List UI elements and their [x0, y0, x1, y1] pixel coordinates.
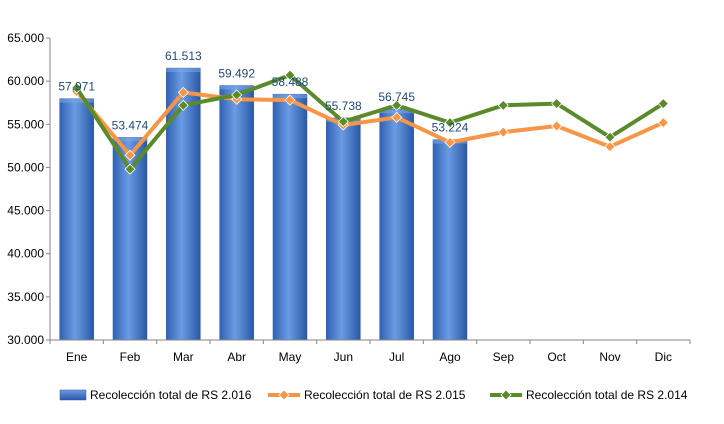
series-marker-oct [551, 98, 563, 110]
legend-marker [278, 389, 290, 401]
x-tick-label: Jun [334, 350, 353, 364]
bar-top-highlight [166, 68, 201, 73]
series-marker-sep [497, 126, 509, 138]
x-tick-label: May [279, 350, 302, 364]
series-marker-sep [497, 99, 509, 111]
x-tick-label: Abr [227, 350, 246, 364]
series-marker-dic [657, 98, 669, 110]
bar-abr [219, 85, 254, 341]
legend-label: Recolección total de RS 2.015 [304, 388, 466, 402]
y-tick-label: 65.000 [7, 31, 44, 45]
x-tick-label: Feb [120, 350, 141, 364]
bar-top-highlight [113, 137, 147, 142]
y-tick-label: 55.000 [7, 117, 44, 131]
series-marker-feb [124, 149, 136, 161]
x-tick-label: Oct [547, 350, 566, 364]
y-tick-label: 30.000 [7, 333, 44, 347]
series-marker-may [284, 94, 296, 106]
series-marker-nov [604, 141, 616, 153]
bar-top-highlight [379, 109, 414, 114]
series-marker-jul [391, 99, 403, 111]
x-tick-label: Dic [655, 350, 672, 364]
series-marker-ene [71, 82, 83, 94]
bar-mar [166, 67, 201, 341]
bar-ago [432, 139, 468, 341]
y-tick-label: 35.000 [7, 290, 44, 304]
series-marker-jul [391, 111, 403, 123]
bar-jul [379, 108, 414, 341]
series-marker-oct [551, 120, 563, 132]
y-axis: 30.000 35.000 40.000 45.000 50.000 55.000 60.0… [7, 31, 51, 347]
series-marker-mar [177, 86, 189, 98]
bar-value-label: 57.971 [58, 80, 95, 94]
bar-value-labels: 57.971 53.474 61.513 59.492 58.488 55.738 56.7… [58, 49, 468, 135]
bar-jun [326, 117, 361, 341]
legend-swatch-bar [59, 389, 87, 401]
x-tick-label: Ago [439, 350, 461, 364]
bar-value-label: 59.492 [218, 67, 255, 81]
bar-value-label: 61.513 [165, 49, 202, 63]
legend-marker [500, 389, 512, 401]
bar-value-label: 58.488 [272, 75, 309, 89]
legend-label: Recolección total de RS 2.014 [526, 388, 688, 402]
x-tick-label: Mar [173, 350, 194, 364]
x-tick-label: Ene [66, 350, 88, 364]
series-marker-may [284, 69, 296, 81]
x-tick-label: Nov [599, 350, 620, 364]
line-series [71, 69, 669, 175]
series-marker-abr [231, 89, 243, 101]
series-marker-jun [337, 116, 349, 128]
bar-value-label: 53.474 [112, 118, 149, 132]
y-tick-label: 40.000 [7, 247, 44, 261]
series-line [75, 90, 665, 158]
series-marker-dic [657, 117, 669, 129]
bar-ene [59, 98, 94, 341]
y-tick-label: 60.000 [7, 74, 44, 88]
x-tick-label: Jul [389, 350, 404, 364]
bar-top-highlight [219, 85, 254, 90]
bar-series-2016 [59, 67, 468, 341]
x-tick-label: Sep [493, 350, 515, 364]
bar-may [272, 93, 308, 341]
series-marker-ago [444, 136, 456, 148]
bar-value-label: 55.738 [325, 99, 362, 113]
legend: Recolección total de RS 2.016 Recolección… [59, 388, 688, 402]
series-marker-ago [444, 117, 456, 129]
series-marker-feb [124, 163, 136, 175]
series-line [75, 73, 665, 172]
series-marker-mar [177, 99, 189, 111]
y-tick-label: 50.000 [7, 160, 44, 174]
series-marker-nov [604, 131, 616, 143]
legend-label: Recolección total de RS 2.016 [90, 388, 252, 402]
bar-value-label: 53.224 [432, 121, 469, 135]
x-axis: Ene Feb Mar Abr May Jun Jul Ago Sep Oct Nov Dic [49, 339, 691, 364]
y-tick-label: 45.000 [7, 204, 44, 218]
bar-value-label: 56.745 [378, 90, 415, 104]
bar-top-highlight [59, 98, 94, 103]
